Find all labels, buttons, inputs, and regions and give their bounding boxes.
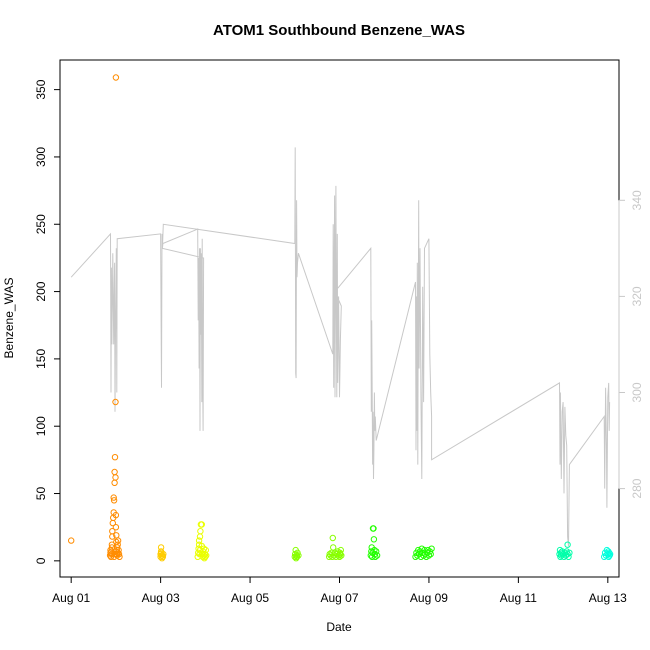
data-point <box>111 454 119 461</box>
data-point <box>373 552 381 559</box>
data-point <box>198 521 206 528</box>
right-axis-line-series <box>70 147 611 547</box>
right-y-tick-label: 320 <box>630 286 644 306</box>
data-point <box>200 552 207 559</box>
data-point <box>112 74 120 81</box>
data-point <box>160 550 167 558</box>
data-point <box>566 549 573 556</box>
data-point <box>203 552 210 559</box>
data-point <box>109 528 116 535</box>
y-tick-label: 50 <box>34 487 48 501</box>
x-tick-label: Aug 11 <box>500 591 537 605</box>
line-layer <box>70 147 611 547</box>
right-y-tick-label: 280 <box>630 478 644 498</box>
y-axis: 0 50 100 150 200 250 300 350 <box>34 79 61 564</box>
x-tick-label: Aug 13 <box>589 591 627 605</box>
data-point <box>415 546 422 554</box>
data-point <box>116 553 123 560</box>
data-point <box>201 550 209 558</box>
data-point <box>336 553 343 560</box>
data-point <box>112 474 119 481</box>
data-point <box>115 546 122 554</box>
data-point <box>202 553 209 560</box>
data-point <box>68 537 75 544</box>
data-point <box>112 524 120 531</box>
y-tick-label: 250 <box>34 214 48 234</box>
point-layer <box>68 74 614 562</box>
data-point <box>112 398 119 406</box>
data-point <box>564 541 571 548</box>
x-axis-label: Date <box>326 620 352 634</box>
data-point <box>112 511 120 519</box>
right-y-tick-label: 300 <box>630 382 644 402</box>
data-point <box>157 544 165 551</box>
data-point <box>330 544 337 551</box>
data-point <box>370 536 378 543</box>
right-y-axis: 280 300 320 340 <box>618 190 644 499</box>
data-point <box>564 550 571 558</box>
x-axis: Aug 01 Aug 03 Aug 05 Aug 07 Aug 09 Aug 11 Aug … <box>52 576 627 605</box>
data-point <box>158 555 166 562</box>
data-point <box>111 468 118 476</box>
y-tick-label: 0 <box>34 557 48 564</box>
y-tick-label: 300 <box>34 147 48 167</box>
data-point <box>295 552 302 559</box>
data-point <box>114 537 122 544</box>
data-point <box>294 549 301 556</box>
x-tick-label: Aug 01 <box>52 591 90 605</box>
data-point <box>565 553 572 560</box>
data-point <box>337 550 344 558</box>
data-point <box>428 545 435 552</box>
plot-frame <box>59 59 620 578</box>
data-point <box>159 553 167 560</box>
data-point <box>604 550 611 558</box>
data-point <box>425 552 433 559</box>
data-point <box>110 497 118 504</box>
data-point <box>293 553 301 560</box>
y-tick-label: 100 <box>34 416 48 436</box>
data-point <box>370 525 377 532</box>
y-axis-label: Benzene_WAS <box>2 278 16 359</box>
x-tick-label: Aug 07 <box>320 591 358 605</box>
x-tick-label: Aug 09 <box>410 591 448 605</box>
data-point <box>373 548 380 555</box>
y-tick-label: 150 <box>34 349 48 369</box>
y-tick-label: 200 <box>34 281 48 301</box>
data-point <box>197 528 204 535</box>
data-point <box>371 546 378 554</box>
data-point <box>606 549 613 556</box>
data-point <box>338 552 345 559</box>
chart-title: ATOM1 Southbound Benzene_WAS <box>213 22 465 39</box>
data-point <box>111 550 119 558</box>
x-tick-label: Aug 05 <box>231 591 269 605</box>
x-tick-label: Aug 03 <box>142 591 180 605</box>
data-point <box>110 494 117 501</box>
right-y-tick-label: 340 <box>630 190 644 210</box>
data-point <box>329 534 336 542</box>
y-tick-label: 350 <box>34 79 48 99</box>
data-point <box>115 550 123 558</box>
data-point <box>111 479 118 486</box>
data-point <box>606 550 614 558</box>
data-point <box>195 537 203 544</box>
